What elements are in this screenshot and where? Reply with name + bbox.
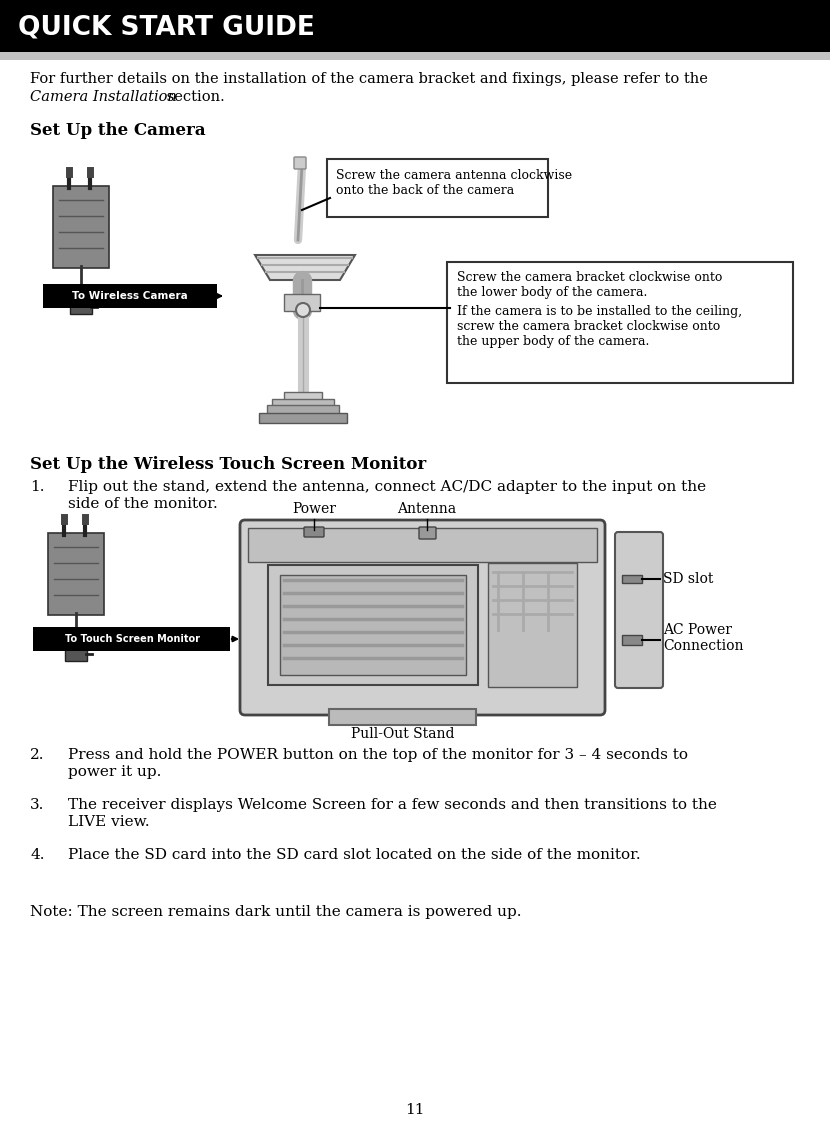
Text: Power: Power	[292, 502, 336, 515]
Polygon shape	[255, 255, 355, 280]
Text: Screw the camera antenna clockwise: Screw the camera antenna clockwise	[336, 169, 572, 182]
FancyBboxPatch shape	[43, 284, 217, 308]
Text: the lower body of the camera.: the lower body of the camera.	[457, 287, 647, 299]
Text: side of the monitor.: side of the monitor.	[68, 497, 217, 511]
FancyBboxPatch shape	[284, 294, 320, 311]
Text: LIVE view.: LIVE view.	[68, 816, 149, 829]
Text: To Touch Screen Monitor: To Touch Screen Monitor	[65, 634, 199, 644]
FancyBboxPatch shape	[447, 262, 793, 384]
Text: section.: section.	[162, 90, 225, 104]
Text: screw the camera bracket clockwise onto: screw the camera bracket clockwise onto	[457, 320, 720, 333]
FancyBboxPatch shape	[259, 413, 347, 423]
Text: the upper body of the camera.: the upper body of the camera.	[457, 335, 649, 349]
FancyBboxPatch shape	[329, 710, 476, 725]
FancyBboxPatch shape	[240, 520, 605, 715]
Text: Set Up the Wireless Touch Screen Monitor: Set Up the Wireless Touch Screen Monitor	[30, 456, 427, 473]
Text: Flip out the stand, extend the antenna, connect AC/DC adapter to the input on th: Flip out the stand, extend the antenna, …	[68, 481, 706, 494]
Text: Set Up the Camera: Set Up the Camera	[30, 122, 206, 139]
FancyBboxPatch shape	[70, 300, 92, 314]
Text: Note: The screen remains dark until the camera is powered up.: Note: The screen remains dark until the …	[30, 905, 521, 919]
FancyBboxPatch shape	[53, 186, 109, 268]
FancyBboxPatch shape	[65, 647, 87, 661]
Text: To Wireless Camera: To Wireless Camera	[72, 291, 188, 301]
Text: SD slot: SD slot	[663, 572, 713, 587]
FancyBboxPatch shape	[0, 0, 830, 52]
Text: Camera Installation: Camera Installation	[30, 90, 177, 104]
Text: Place the SD card into the SD card slot located on the side of the monitor.: Place the SD card into the SD card slot …	[68, 848, 641, 862]
FancyBboxPatch shape	[48, 534, 104, 615]
FancyBboxPatch shape	[615, 532, 663, 688]
FancyBboxPatch shape	[284, 393, 322, 404]
Text: The receiver displays Welcome Screen for a few seconds and then transitions to t: The receiver displays Welcome Screen for…	[68, 797, 717, 812]
Text: 2.: 2.	[30, 748, 45, 763]
Text: 4.: 4.	[30, 848, 45, 862]
Text: AC Power
Connection: AC Power Connection	[663, 623, 744, 653]
Text: 1.: 1.	[30, 481, 45, 494]
Text: QUICK START GUIDE: QUICK START GUIDE	[18, 14, 315, 39]
FancyBboxPatch shape	[294, 157, 306, 169]
FancyBboxPatch shape	[248, 528, 597, 562]
Text: Press and hold the POWER button on the top of the monitor for 3 – 4 seconds to: Press and hold the POWER button on the t…	[68, 748, 688, 763]
FancyBboxPatch shape	[327, 159, 548, 217]
FancyBboxPatch shape	[622, 575, 642, 583]
FancyBboxPatch shape	[0, 52, 830, 60]
Text: power it up.: power it up.	[68, 765, 161, 779]
FancyBboxPatch shape	[272, 399, 334, 409]
Text: onto the back of the camera: onto the back of the camera	[336, 184, 515, 197]
FancyBboxPatch shape	[33, 627, 230, 651]
Circle shape	[296, 303, 310, 317]
Text: 3.: 3.	[30, 797, 44, 812]
FancyBboxPatch shape	[488, 563, 577, 687]
FancyBboxPatch shape	[419, 527, 436, 539]
Text: Screw the camera bracket clockwise onto: Screw the camera bracket clockwise onto	[457, 271, 722, 284]
FancyBboxPatch shape	[268, 565, 478, 685]
Text: 11: 11	[405, 1103, 425, 1117]
Text: Antenna: Antenna	[398, 502, 457, 515]
Text: Pull-Out Stand: Pull-Out Stand	[351, 728, 455, 741]
Text: If the camera is to be installed to the ceiling,: If the camera is to be installed to the …	[457, 305, 742, 318]
Text: For further details on the installation of the camera bracket and fixings, pleas: For further details on the installation …	[30, 72, 708, 86]
FancyBboxPatch shape	[267, 405, 339, 417]
FancyBboxPatch shape	[280, 575, 466, 675]
FancyBboxPatch shape	[304, 527, 324, 537]
FancyBboxPatch shape	[622, 635, 642, 645]
